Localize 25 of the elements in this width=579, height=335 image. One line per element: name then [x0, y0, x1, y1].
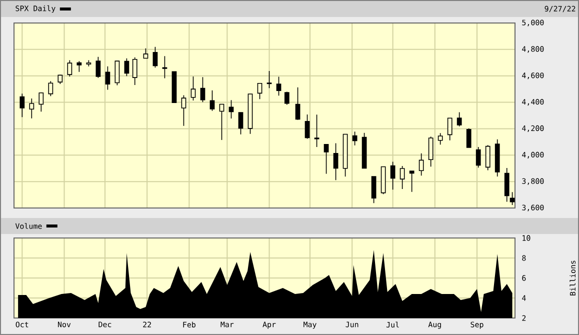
candlestick	[181, 94, 186, 126]
candlestick	[409, 170, 414, 192]
candlestick	[266, 70, 272, 89]
candlestick	[105, 66, 110, 90]
candlestick	[219, 104, 224, 140]
candlestick	[210, 90, 215, 112]
candlestick	[29, 98, 34, 119]
candlestick	[324, 144, 329, 174]
candlestick	[400, 166, 405, 190]
candlestick	[276, 76, 282, 96]
candlestick	[418, 153, 424, 176]
candlestick	[200, 76, 206, 103]
candlestick	[284, 91, 290, 106]
candlestick	[132, 56, 138, 86]
candlestick	[162, 56, 168, 79]
candlestick	[485, 144, 490, 171]
candlestick	[510, 192, 515, 206]
candlestick	[314, 114, 320, 148]
candlestick	[333, 142, 338, 181]
candlestick	[190, 76, 196, 101]
candlestick	[20, 93, 25, 118]
candlestick	[494, 139, 500, 177]
candlestick	[295, 86, 300, 120]
candlestick	[504, 168, 510, 202]
candlestick	[390, 161, 396, 190]
